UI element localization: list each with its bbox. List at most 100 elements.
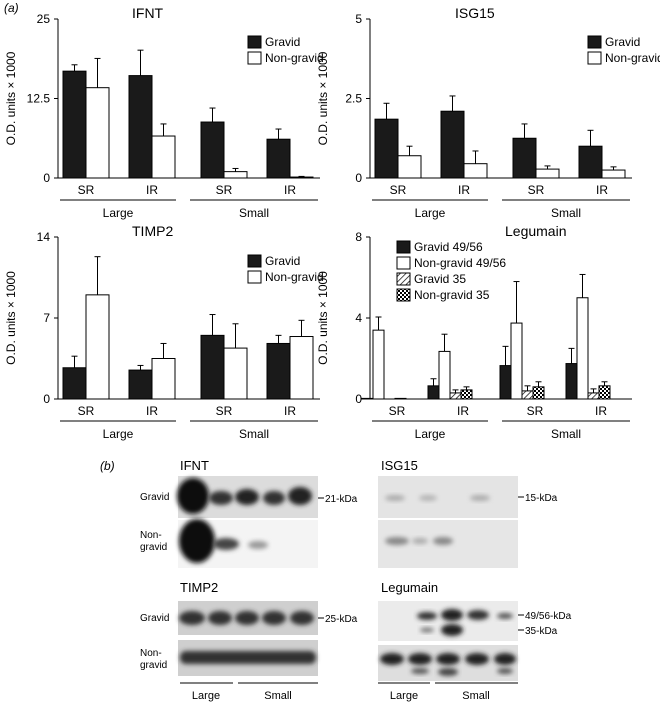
blot-band <box>408 653 432 665</box>
blot-band <box>436 653 460 665</box>
legend-swatch <box>396 256 411 270</box>
legend-label: Gravid 35 <box>414 272 466 286</box>
blot-label-small-left: Small <box>264 690 292 702</box>
blot-band <box>420 627 434 633</box>
x-tick-label: IR <box>595 404 607 418</box>
blot-band <box>465 653 489 665</box>
legend-swatch <box>396 288 411 302</box>
x-tick-label: SR <box>389 404 406 418</box>
blot-band <box>248 541 268 549</box>
x-tick-label: IR <box>457 404 469 418</box>
legend-swatch <box>247 51 262 65</box>
x-tick-label: IR <box>284 404 296 418</box>
legend-label: Non-gravid 35 <box>414 288 490 302</box>
blot-timp2-marker: 25-kDa <box>325 614 358 625</box>
blot-band <box>288 487 312 505</box>
blot-band <box>235 489 259 505</box>
bar <box>62 367 87 400</box>
panel-label-a: (a) <box>4 1 19 15</box>
legend-label: Gravid <box>605 35 640 49</box>
bar <box>151 358 176 400</box>
bar <box>438 350 451 400</box>
bar <box>598 385 611 400</box>
x-tick-label: SR <box>390 183 407 197</box>
legend-label: Non-gravid 49/56 <box>414 256 506 270</box>
legend-label: Non-gravid <box>265 51 324 65</box>
bar <box>128 75 153 179</box>
blot-legumain-title: Legumain <box>381 580 438 595</box>
legend-swatch <box>247 35 262 49</box>
y-tick-label: 8 <box>355 230 362 244</box>
blot-band <box>208 611 232 625</box>
blot-band <box>411 668 429 674</box>
y-tick-label: 2.5 <box>345 92 362 106</box>
blot-band <box>177 478 209 514</box>
legend-swatch <box>587 35 602 49</box>
bar <box>62 70 87 179</box>
legend-label: Gravid <box>265 35 300 49</box>
group-label: Large <box>415 427 446 441</box>
bar <box>565 363 578 400</box>
blot-isg15: ISG15 15-kDa <box>378 458 558 568</box>
blot-legumain-marker-49-56: 49/56-kDa <box>525 611 572 622</box>
legend-swatch <box>396 272 411 286</box>
blot-band <box>494 653 516 665</box>
y-tick-label: 14 <box>37 230 51 244</box>
bar <box>289 336 314 400</box>
blot-legumain-marker-35: 35-kDa <box>525 626 558 637</box>
blot-band <box>441 624 463 636</box>
y-tick-label: 25 <box>37 12 51 26</box>
bar <box>601 169 626 179</box>
legend-label: Gravid 49/56 <box>414 240 483 254</box>
bar <box>397 155 422 179</box>
blot-timp2: TIMP2 Gravid Non-gravid 25-kDa <box>140 580 358 676</box>
bar <box>512 137 537 179</box>
bar <box>460 389 473 400</box>
blot-legumain: Legumain 49/56-kDa 35-kDa <box>378 580 572 681</box>
bar <box>587 392 600 400</box>
bar <box>223 347 248 400</box>
chart-title: TIMP2 <box>132 223 173 239</box>
blot-ifnt-row-nongravid: Non-gravid <box>140 530 167 553</box>
blot-isg15-marker: 15-kDa <box>525 493 558 504</box>
bar <box>499 365 512 400</box>
blot-ifnt-marker: 21-kDa <box>325 494 358 505</box>
blot-ifnt-row-gravid: Gravid <box>140 492 169 503</box>
bar <box>463 163 488 179</box>
bar <box>361 397 374 400</box>
blot-band <box>179 611 205 625</box>
blot-timp2-row-gravid: Gravid <box>140 613 169 624</box>
blot-band <box>438 668 458 676</box>
bar <box>266 138 291 179</box>
y-tick-label: 0 <box>43 171 50 185</box>
x-tick-label: IR <box>146 183 158 197</box>
blot-band <box>417 612 437 620</box>
blot-group-labels: Large Small Large Small <box>180 682 518 702</box>
x-tick-label: SR <box>527 404 544 418</box>
bar <box>374 118 399 179</box>
x-tick-label: SR <box>528 183 545 197</box>
blot-band <box>497 613 513 619</box>
bar <box>85 294 110 400</box>
legend-label: Non-gravid <box>605 51 660 65</box>
bar <box>521 390 534 400</box>
bar <box>427 385 440 400</box>
charts-panel: 0 12.5 25 O.D. units × 1000 IFNT SR IR SR IR Larg… <box>4 5 660 441</box>
bar <box>200 334 225 400</box>
chart-timp2: 0 7 14 O.D. units × 1000 TIMP2 SR IR SR IR Large S… <box>4 223 324 441</box>
bar <box>576 297 589 400</box>
blot-band <box>180 651 316 664</box>
y-axis-label: O.D. units × 1000 <box>316 51 330 145</box>
bar <box>510 322 523 400</box>
blot-label-large-right: Large <box>390 690 418 702</box>
blot-timp2-row-nongravid: Non-gravid <box>140 648 167 671</box>
group-label: Small <box>551 427 581 441</box>
x-tick-label: IR <box>284 183 296 197</box>
blot-ifnt-title: IFNT <box>180 458 209 473</box>
legend-swatch <box>396 240 411 254</box>
blot-band <box>497 668 513 674</box>
group-label: Small <box>239 427 269 441</box>
group-label: Large <box>415 206 446 220</box>
y-tick-label: 12.5 <box>27 92 51 106</box>
legend-label: Gravid <box>265 254 300 268</box>
